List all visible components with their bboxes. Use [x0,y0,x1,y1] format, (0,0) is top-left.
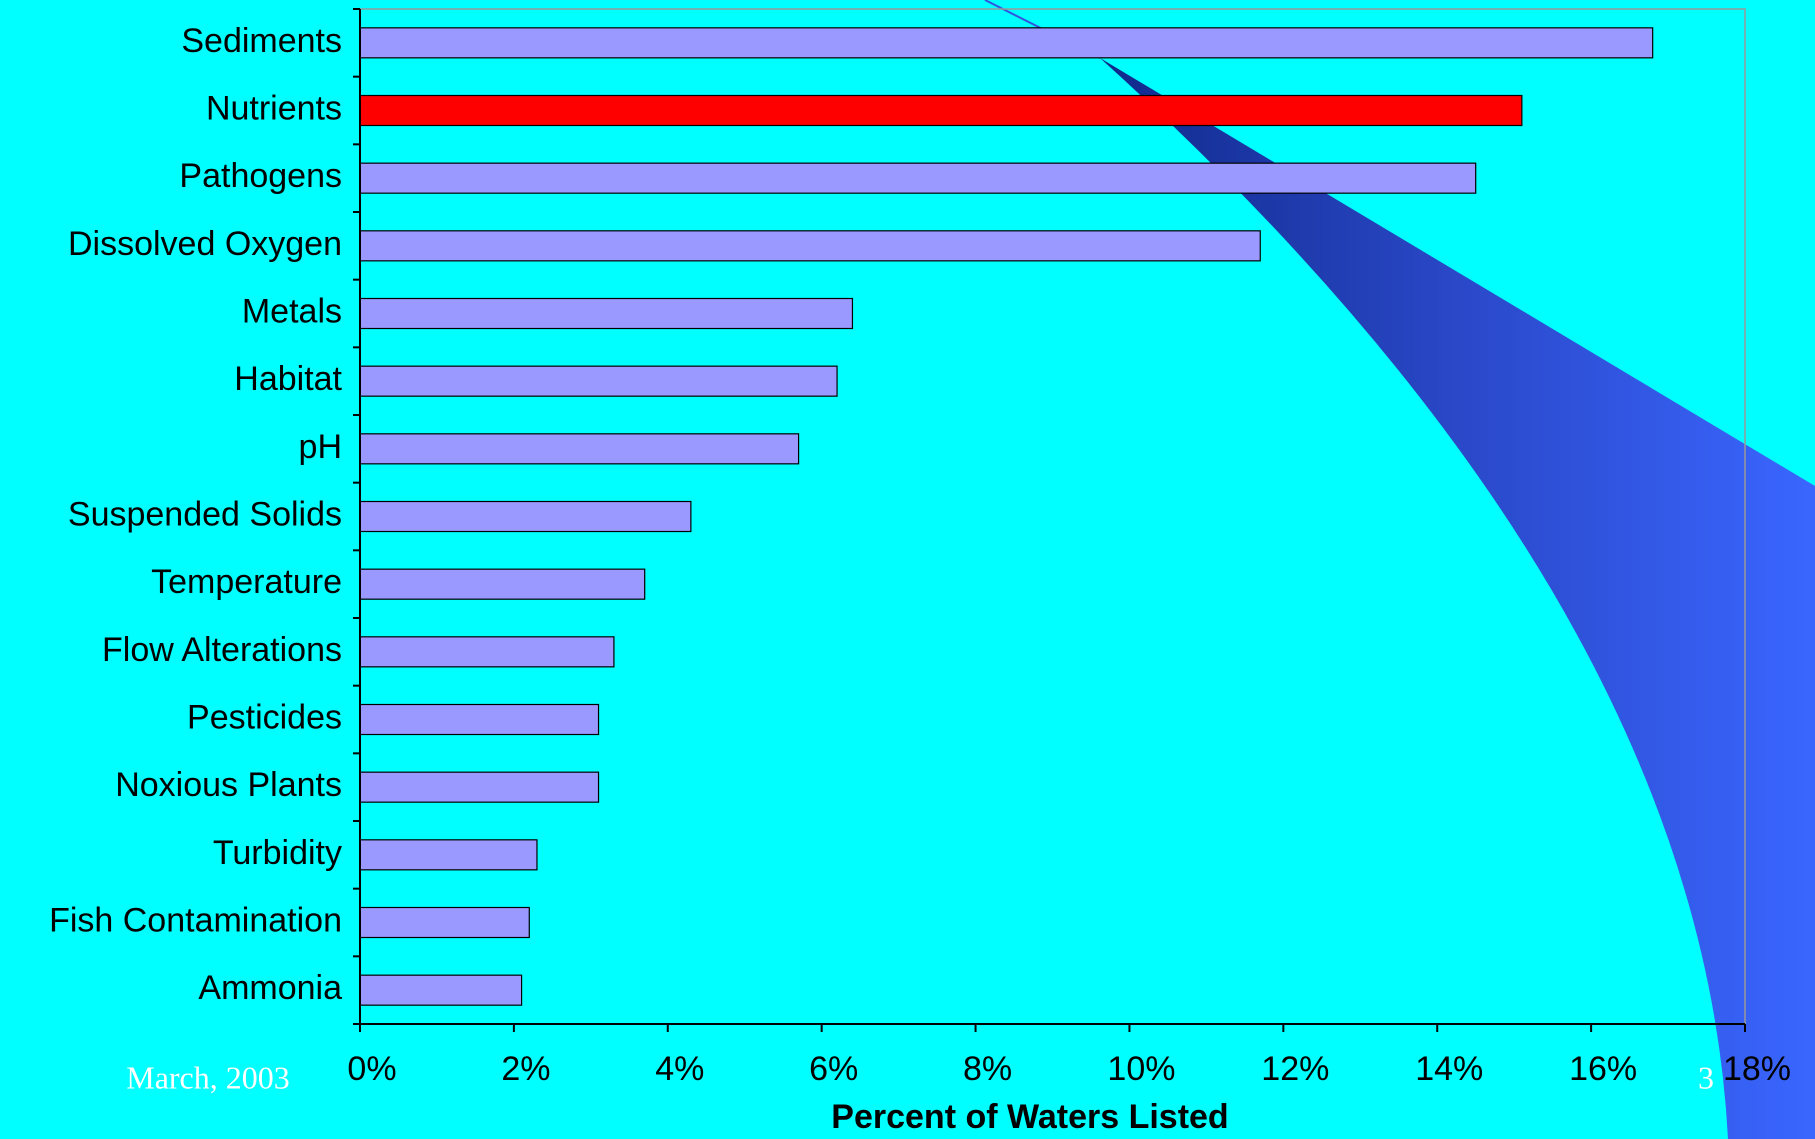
page: March, 2003 3 Percent of Waters Listed S… [0,0,1815,1139]
x-tick-label: 10% [1107,1050,1175,1088]
y-tick-label: Turbidity [213,834,342,872]
y-tick-label: Temperature [151,563,342,601]
x-tick-label: 0% [347,1050,396,1088]
bar [360,434,799,464]
bar [360,502,691,532]
bar [360,705,599,735]
bar [360,366,837,396]
x-tick-label: 6% [809,1050,858,1088]
bar [360,908,529,938]
y-tick-label: Habitat [234,360,342,398]
x-tick-label: 2% [501,1050,550,1088]
y-tick-label: Sediments [181,22,342,60]
bar [360,299,852,329]
y-tick-label: pH [299,428,342,466]
x-tick-label: 14% [1415,1050,1483,1088]
chart: March, 2003 3 Percent of Waters Listed S… [0,0,1815,1139]
x-axis-title: Percent of Waters Listed [831,1098,1228,1136]
y-tick-label: Metals [242,292,342,330]
x-tick-label: 8% [963,1050,1012,1088]
y-tick-label: Flow Alterations [102,631,342,669]
bar [360,96,1522,126]
x-tick-label: 18% [1723,1050,1791,1088]
y-tick-label: Pathogens [179,157,342,195]
bar [360,569,645,599]
page-number: 3 [1698,1059,1714,1095]
y-tick-label: Ammonia [198,969,342,1007]
bar [360,163,1476,193]
footer-date: March, 2003 [126,1059,290,1095]
y-tick-label: Pesticides [187,698,342,736]
x-tick-label: 12% [1261,1050,1329,1088]
x-tick-label: 16% [1569,1050,1637,1088]
y-tick-label: Noxious Plants [115,766,342,804]
y-tick-label: Suspended Solids [68,495,342,533]
y-tick-label: Fish Contamination [49,901,342,939]
y-tick-label: Dissolved Oxygen [68,225,342,263]
y-tick-label: Nutrients [206,89,342,127]
x-tick-label: 4% [655,1050,704,1088]
bar [360,28,1653,58]
bar [360,231,1260,261]
bar [360,637,614,667]
bar [360,840,537,870]
bar [360,975,522,1005]
bar [360,772,599,802]
